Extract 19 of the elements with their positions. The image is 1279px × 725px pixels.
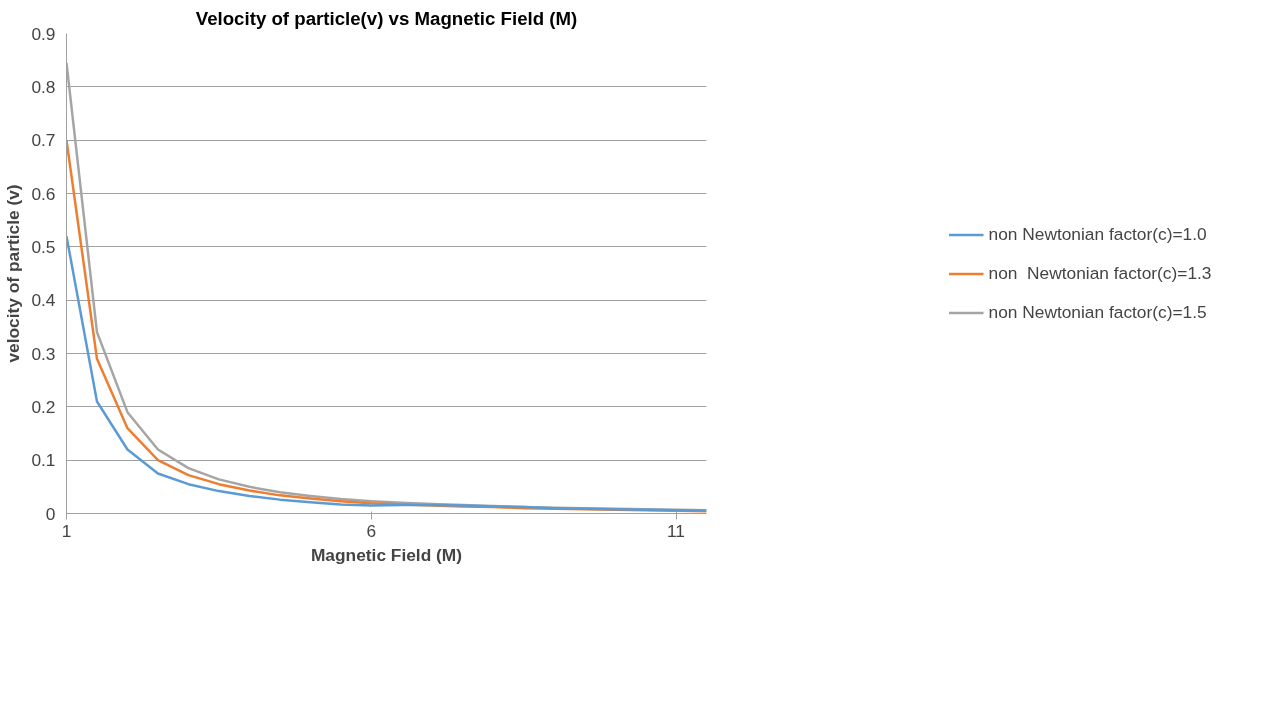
legend-label: non Newtonian factor(c)=1.0 bbox=[988, 223, 1207, 245]
y-tick-label: 0.2 bbox=[31, 396, 56, 417]
chart-title: Velocity of particle(v) vs Magnetic Field (M) bbox=[195, 7, 578, 29]
y-tick-label: 0.8 bbox=[31, 76, 56, 97]
y-tick-label: 0.9 bbox=[31, 23, 56, 44]
x-tick-label: 1 bbox=[61, 520, 72, 541]
x-axis-title: Magnetic Field (M) bbox=[310, 544, 463, 565]
y-tick-label: 0.4 bbox=[31, 290, 56, 311]
x-tick-label: 6 bbox=[366, 520, 377, 541]
y-tick-label: 0.5 bbox=[31, 236, 56, 257]
y-axis-title: velocity of particle (v) bbox=[3, 184, 24, 363]
y-tick-label: 0 bbox=[45, 503, 56, 524]
y-tick-label: 0.7 bbox=[31, 130, 56, 151]
y-tick-label: 0.6 bbox=[31, 183, 56, 204]
y-tick-label: 0.3 bbox=[31, 343, 56, 364]
y-tick-label: 0.1 bbox=[31, 450, 56, 471]
legend-label: non Newtonian factor(c)=1.3 bbox=[988, 262, 1212, 284]
legend-label: non Newtonian factor(c)=1.5 bbox=[988, 301, 1207, 323]
x-tick-label: 11 bbox=[667, 520, 686, 541]
